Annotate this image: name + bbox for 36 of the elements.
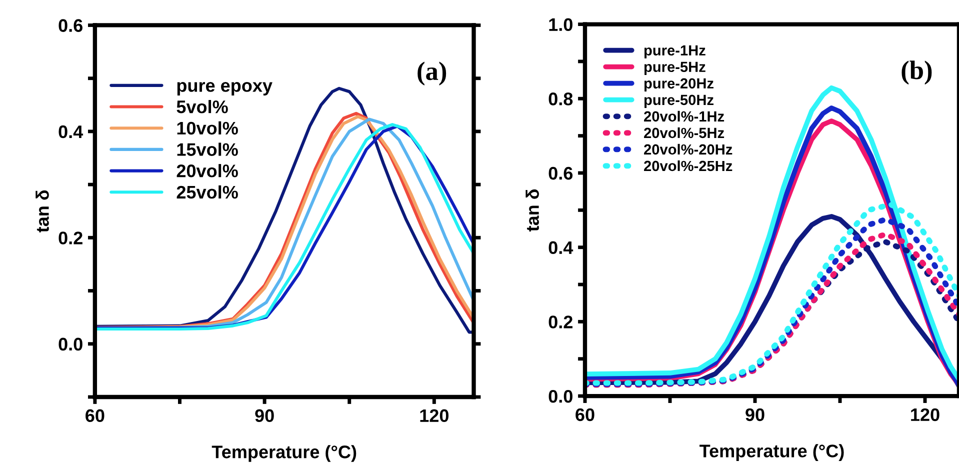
legend-label: 20vol% [176, 164, 238, 178]
x-tick-label: 60 [86, 409, 104, 422]
y-tick-label: 0.2 [548, 316, 572, 328]
y-tick-label: 1.0 [549, 18, 572, 31]
x-axis-title: Temperature (°C) [212, 445, 356, 462]
y-axis-title: tan δ [36, 190, 49, 232]
legend-label: 5vol% [176, 100, 228, 114]
legend-label: 20vol%-5Hz [644, 127, 724, 138]
y-tick-label: 0.0 [58, 338, 82, 351]
legend-label: 15vol% [177, 142, 238, 156]
x-tick-label: 60 [576, 408, 594, 422]
y-tick-label: 0.6 [58, 19, 82, 32]
legend-label: 20vol%-20Hz [644, 144, 732, 155]
legend-label: pure epoxy [177, 82, 272, 96]
x-tick-label: 90 [255, 409, 274, 422]
y-tick-label: 0.4 [548, 241, 574, 254]
legend-label: pure-5Hz [644, 62, 706, 75]
y-tick-label: 0.8 [548, 92, 573, 106]
annotation: (b) [902, 60, 932, 85]
y-tick-label: 0.4 [58, 125, 84, 138]
legend-label: 10vol% [177, 121, 238, 135]
y-axis-title: tan δ [526, 189, 539, 232]
legend-label: 25vol% [176, 185, 238, 199]
legend-label: 20vol%-25Hz [644, 160, 732, 172]
y-tick-label: 0.2 [58, 232, 82, 244]
legend-label: pure-20Hz [644, 78, 714, 92]
x-tick-label: 120 [420, 409, 448, 422]
y-tick-label: 0.6 [548, 166, 573, 180]
x-tick-label: 120 [911, 408, 940, 422]
x-tick-label: 90 [746, 408, 764, 422]
y-tick-label: 0.0 [548, 390, 572, 403]
legend-label: pure-1Hz [644, 45, 706, 58]
legend-label: pure-50Hz [644, 94, 714, 108]
legend-label: 20vol%-1Hz [644, 110, 724, 122]
annotation: (a) [418, 62, 446, 86]
x-axis-title: Temperature (°C) [700, 444, 844, 461]
